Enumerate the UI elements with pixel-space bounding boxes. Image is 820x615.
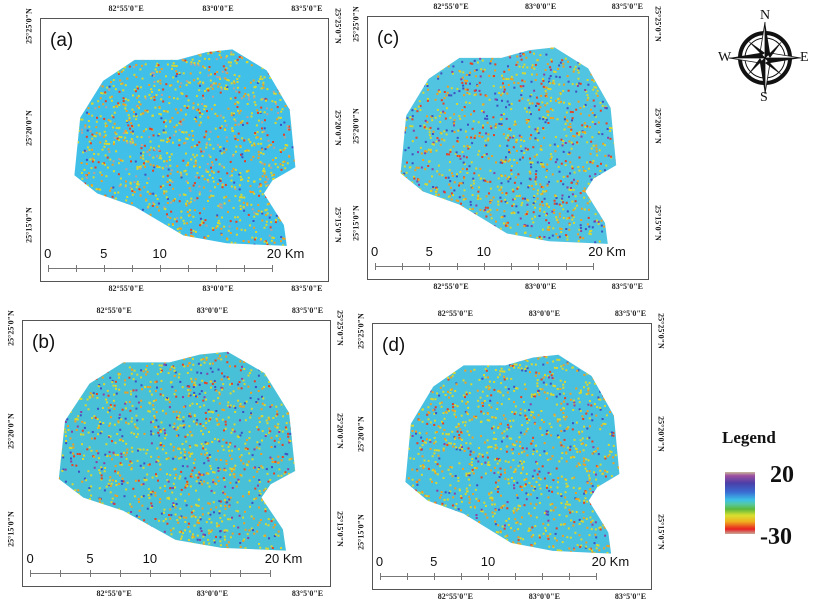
latitude-tick-label: 25°25'0"N bbox=[24, 8, 34, 44]
scale-label: 5 bbox=[425, 244, 433, 259]
longitude-tick-label: 83°0'0"E bbox=[202, 4, 234, 13]
longitude-tick-label: 83°5'0"E bbox=[614, 592, 647, 601]
longitude-tick-label: 83°5'0"E bbox=[291, 589, 324, 598]
scale-label: 10 bbox=[480, 554, 496, 569]
longitude-tick-label: 83°0'0"E bbox=[202, 284, 234, 293]
north-arrow-compass: N S E W bbox=[718, 8, 814, 108]
latitude-tick-label: 25°20'0"N bbox=[24, 110, 34, 146]
latitude-tick-label: 25°20'0"N bbox=[6, 413, 16, 450]
longitude-tick-label: 83°5'0"E bbox=[614, 309, 647, 318]
latitude-tick-label: 25°15'0"N bbox=[335, 511, 345, 548]
compass-west-label: W bbox=[718, 50, 732, 65]
latitude-tick-label: 25°25'0"N bbox=[356, 313, 366, 349]
latitude-tick-label: 25°20'0"N bbox=[356, 416, 366, 453]
legend-title: Legend bbox=[722, 428, 776, 447]
longitude-tick-label: 82°55'0"E bbox=[96, 589, 132, 598]
scale-label: 20 Km bbox=[591, 554, 630, 569]
scale-label: 10 bbox=[142, 551, 158, 566]
raster-map bbox=[405, 354, 620, 554]
scale-label: 5 bbox=[86, 551, 94, 566]
map-panel-a: (a) 82°55'0"E 82°55'0"E 83°0'0"E 83°0'0"E 83°… bbox=[25, 4, 343, 293]
longitude-tick-label: 83°0'0"E bbox=[528, 309, 560, 318]
raster-map bbox=[58, 351, 296, 551]
latitude-tick-label: 25°20'0"N bbox=[333, 110, 343, 146]
latitude-tick-label: 25°15'0"N bbox=[356, 514, 366, 551]
panel-label: (b) bbox=[32, 332, 56, 353]
legend-max-value: 20 bbox=[770, 462, 794, 488]
longitude-tick-label: 83°0'0"E bbox=[196, 589, 228, 598]
latitude-tick-label: 25°15'0"N bbox=[351, 205, 361, 241]
latitude-tick-label: 25°25'0"N bbox=[656, 313, 666, 349]
scale-label: 0 bbox=[44, 246, 52, 261]
scale-label: 20 Km bbox=[266, 246, 305, 261]
longitude-tick-label: 82°55'0"E bbox=[437, 309, 473, 318]
scale-label: 0 bbox=[370, 244, 379, 259]
raster-map bbox=[74, 49, 296, 246]
map-panel-b: (b) 82°55'0"E 82°55'0"E 83°0'0"E 83°0'0"E 83°… bbox=[7, 306, 345, 598]
longitude-tick-label: 82°55'0"E bbox=[437, 592, 473, 601]
latitude-tick-label: 25°25'0"N bbox=[6, 310, 16, 346]
scale-label: 5 bbox=[100, 246, 108, 261]
scale-label: 10 bbox=[152, 246, 167, 261]
longitude-tick-label: 82°55'0"E bbox=[108, 4, 144, 13]
scale-label: 20 Km bbox=[264, 551, 303, 566]
legend: Legend 20 -30 bbox=[720, 428, 820, 568]
map-panel-c: (c) 82°55'0"E 82°55'0"E 83°0'0"E 83°0'0"E 83°… bbox=[352, 2, 663, 291]
compass-south-label: S bbox=[760, 90, 768, 105]
longitude-tick-label: 82°55'0"E bbox=[108, 284, 144, 293]
longitude-tick-label: 82°55'0"E bbox=[433, 282, 469, 291]
latitude-tick-label: 25°15'0"N bbox=[6, 511, 16, 548]
latitude-tick-label: 25°20'0"N bbox=[351, 108, 361, 144]
scale-label: 20 Km bbox=[588, 244, 626, 259]
latitude-tick-label: 25°25'0"N bbox=[333, 8, 343, 44]
longitude-tick-label: 83°0'0"E bbox=[524, 2, 557, 11]
latitude-tick-label: 25°20'0"N bbox=[653, 108, 663, 144]
latitude-tick-label: 25°20'0"N bbox=[335, 413, 345, 450]
compass-east-label: E bbox=[800, 50, 809, 65]
latitude-tick-label: 25°15'0"N bbox=[333, 207, 343, 243]
panel-label: (a) bbox=[50, 30, 74, 51]
longitude-tick-label: 83°5'0"E bbox=[291, 306, 324, 315]
latitude-tick-label: 25°25'0"N bbox=[335, 310, 345, 346]
latitude-tick-label: 25°15'0"N bbox=[653, 205, 663, 241]
legend-min-value: -30 bbox=[760, 524, 792, 550]
latitude-tick-label: 25°25'0"N bbox=[653, 6, 663, 42]
compass-rose-icon bbox=[728, 21, 802, 95]
longitude-tick-label: 83°5'0"E bbox=[611, 2, 643, 11]
latitude-tick-label: 25°15'0"N bbox=[656, 514, 666, 551]
panel-label: (d) bbox=[382, 335, 406, 356]
longitude-tick-label: 82°55'0"E bbox=[433, 2, 469, 11]
scale-label: 5 bbox=[430, 554, 438, 569]
latitude-tick-label: 25°15'0"N bbox=[24, 207, 34, 243]
longitude-tick-label: 83°5'0"E bbox=[291, 4, 323, 13]
raster-map bbox=[400, 47, 617, 244]
latitude-tick-label: 25°20'0"N bbox=[656, 416, 666, 453]
longitude-tick-label: 83°0'0"E bbox=[196, 306, 228, 315]
longitude-tick-label: 83°0'0"E bbox=[528, 592, 560, 601]
longitude-tick-label: 82°55'0"E bbox=[96, 306, 132, 315]
scale-label: 0 bbox=[375, 554, 384, 569]
legend-color-ramp bbox=[725, 472, 755, 534]
scale-label: 10 bbox=[476, 244, 492, 259]
scale-label: 0 bbox=[26, 551, 34, 566]
compass-north-label: N bbox=[760, 8, 771, 23]
longitude-tick-label: 83°0'0"E bbox=[524, 282, 557, 291]
longitude-tick-label: 83°5'0"E bbox=[611, 282, 643, 291]
longitude-tick-label: 83°5'0"E bbox=[291, 284, 323, 293]
latitude-tick-label: 25°25'0"N bbox=[351, 6, 361, 42]
panel-label: (c) bbox=[377, 28, 400, 49]
map-panel-d: (d) 82°55'0"E 82°55'0"E 83°0'0"E 83°0'0"E 83°… bbox=[357, 309, 666, 601]
